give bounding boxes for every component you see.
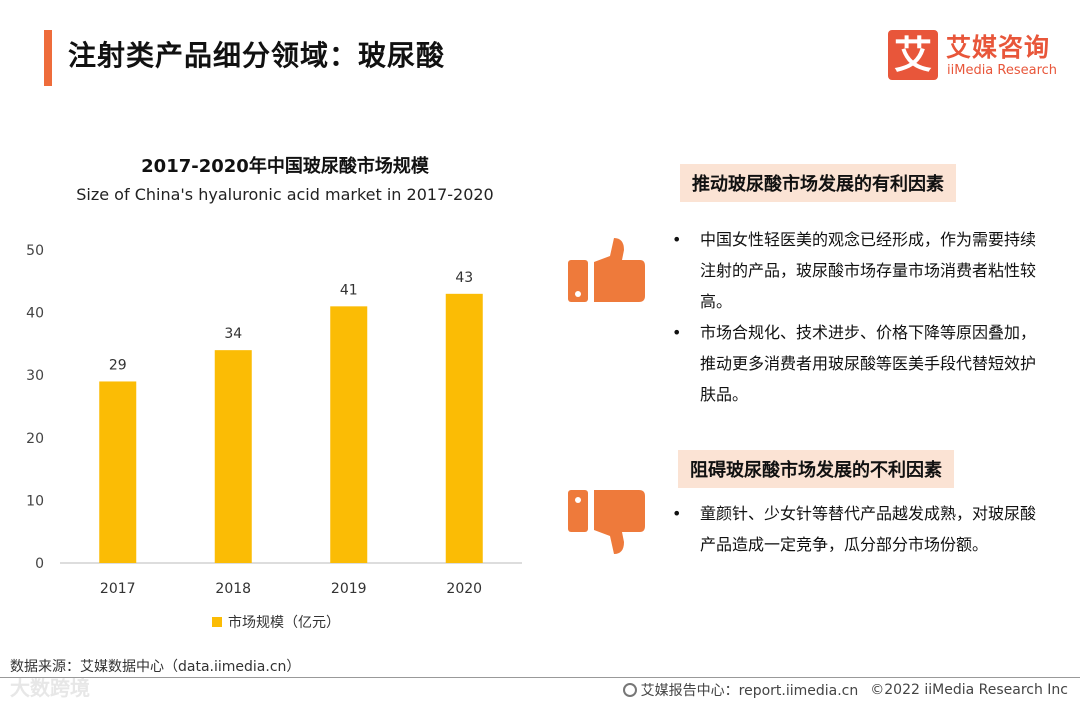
bar [445,293,483,563]
page-title: 注射类产品细分领域：玻尿酸 [68,39,446,72]
bar [214,350,252,563]
bar [330,306,368,563]
y-tick-label: 50 [26,243,44,259]
thumbs-down-icon [568,490,645,554]
chart-subtitle: Size of China's hyaluronic acid market i… [76,185,494,204]
list-item: 市场合规化、技术进步、价格下降等原因叠加，推动更多消费者用玻尿酸等医美手段代替短… [668,317,1040,410]
chart-legend: 市场规模（亿元） [212,612,340,632]
y-tick-label: 30 [26,368,44,384]
legend-swatch [212,617,222,627]
data-source: 数据来源：艾媒数据中心（data.iimedia.cn） [10,659,301,675]
list-item: 童颜针、少女针等替代产品越发成熟，对玻尿酸产品造成一定竞争，瓜分部分市场份额。 [668,498,1040,560]
list-item: 中国女性轻医美的观念已经形成，作为需要持续注射的产品，玻尿酸市场存量市场消费者粘… [668,224,1040,317]
x-tick-label: 2018 [215,581,251,597]
logo-mark: 艾 [888,30,938,80]
logo-name-cn: 艾媒咨询 [946,33,1051,62]
y-tick-label: 40 [26,306,44,322]
thumbs-up-icon [568,238,645,302]
y-tick-label: 10 [26,493,44,509]
brand-logo: 艾 艾媒咨询 iiMedia Research [888,28,1063,84]
favorable-factors-list: 中国女性轻医美的观念已经形成，作为需要持续注射的产品，玻尿酸市场存量市场消费者粘… [668,224,1040,410]
footer-divider [0,677,1080,678]
bar [99,381,137,563]
legend-label: 市场规模（亿元） [228,615,340,631]
favorable-factors-heading: 推动玻尿酸市场发展的有利因素 [680,164,956,202]
data-label: 41 [340,282,358,298]
x-tick-label: 2020 [446,581,482,597]
x-tick-label: 2019 [331,581,367,597]
data-label: 34 [224,326,242,342]
data-label: 43 [455,270,473,286]
x-tick-label: 2017 [100,581,136,597]
chart-title: 2017-2020年中国玻尿酸市场规模 [141,156,429,177]
logo-name-en: iiMedia Research [947,63,1058,78]
watermark: 大数跨境 [10,676,90,700]
globe-icon [622,683,637,697]
title-accent-bar [44,30,52,86]
unfavorable-factors-heading: 阻碍玻尿酸市场发展的不利因素 [678,450,954,488]
y-tick-label: 20 [26,431,44,447]
footer: 艾媒报告中心：report.iimedia.cn ©2022 iiMedia R… [622,680,1068,700]
y-tick-label: 0 [35,556,44,572]
bar-chart: 0 10 20 30 40 50 29 2017 34 2018 41 2019 43 2020 [26,243,522,597]
copyright: ©2022 iiMedia Research Inc [870,682,1068,698]
report-center-link[interactable]: 艾媒报告中心：report.iimedia.cn [640,683,859,699]
data-label: 29 [109,357,127,373]
unfavorable-factors-list: 童颜针、少女针等替代产品越发成熟，对玻尿酸产品造成一定竞争，瓜分部分市场份额。 [668,498,1040,560]
